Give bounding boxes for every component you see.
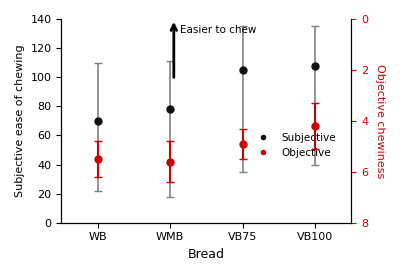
X-axis label: Bread: Bread [188,248,225,261]
Y-axis label: Objective chewiness: Objective chewiness [375,64,385,178]
Y-axis label: Subjective ease of chewing: Subjective ease of chewing [15,44,25,197]
Legend: Subjective, Objective: Subjective, Objective [248,129,340,162]
Text: Easier to chew: Easier to chew [180,25,256,35]
